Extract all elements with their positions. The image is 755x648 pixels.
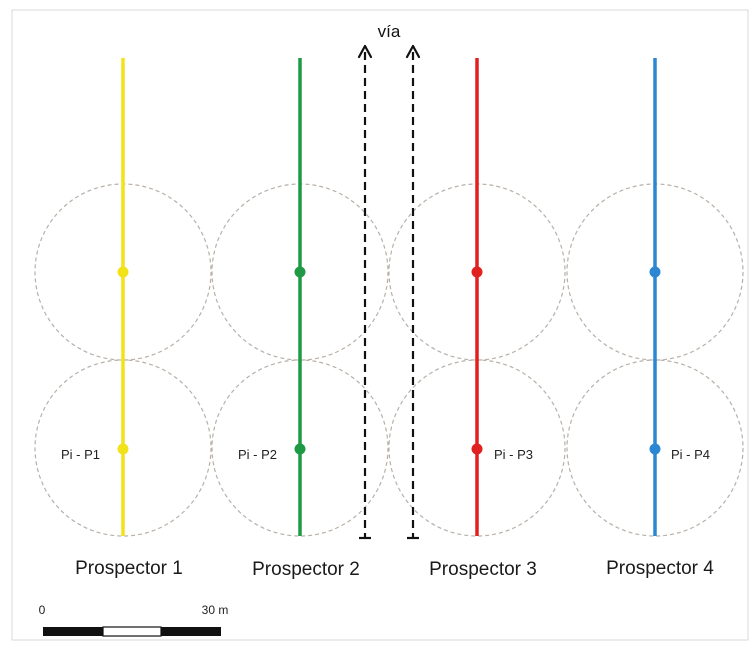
observation-point-icon xyxy=(117,266,129,278)
observation-point-icon xyxy=(294,266,306,278)
scale-bar: 0 30 m xyxy=(39,603,229,637)
scale-segment-light xyxy=(102,626,162,637)
road-label: vía xyxy=(378,22,401,41)
road-arrow-up-icon xyxy=(357,44,373,59)
observation-point-icon xyxy=(649,443,661,455)
point-label: Pi - P2 xyxy=(238,447,277,462)
observation-point-icon xyxy=(471,443,483,455)
road-via: vía xyxy=(357,22,421,540)
observation-point-icon xyxy=(294,443,306,455)
point-label: Pi - P4 xyxy=(671,447,710,462)
point-label: Pi - P1 xyxy=(61,447,100,462)
prospector-name: Prospector 4 xyxy=(606,558,714,579)
prospector-name: Prospector 3 xyxy=(429,559,537,580)
prospector-4-transect: Pi - P4 Prospector 4 xyxy=(606,58,714,579)
prospector-name: Prospector 2 xyxy=(252,559,360,580)
prospector-3-transect: Pi - P3 Prospector 3 xyxy=(429,58,537,580)
prospector-name: Prospector 1 xyxy=(75,558,183,579)
prospector-2-transect: Pi - P2 Prospector 2 xyxy=(238,58,360,580)
observation-point-icon xyxy=(649,266,661,278)
observation-point-icon xyxy=(117,443,129,455)
prospector-1-transect: Pi - P1 Prospector 1 xyxy=(61,58,183,579)
scale-end-label: 30 m xyxy=(202,603,229,617)
point-label: Pi - P3 xyxy=(494,447,533,462)
road-arrow-up-icon xyxy=(405,44,421,59)
observation-point-icon xyxy=(471,266,483,278)
scale-start-label: 0 xyxy=(39,603,46,617)
scale-segment-dark xyxy=(43,627,103,636)
scale-segment-dark xyxy=(161,627,221,636)
